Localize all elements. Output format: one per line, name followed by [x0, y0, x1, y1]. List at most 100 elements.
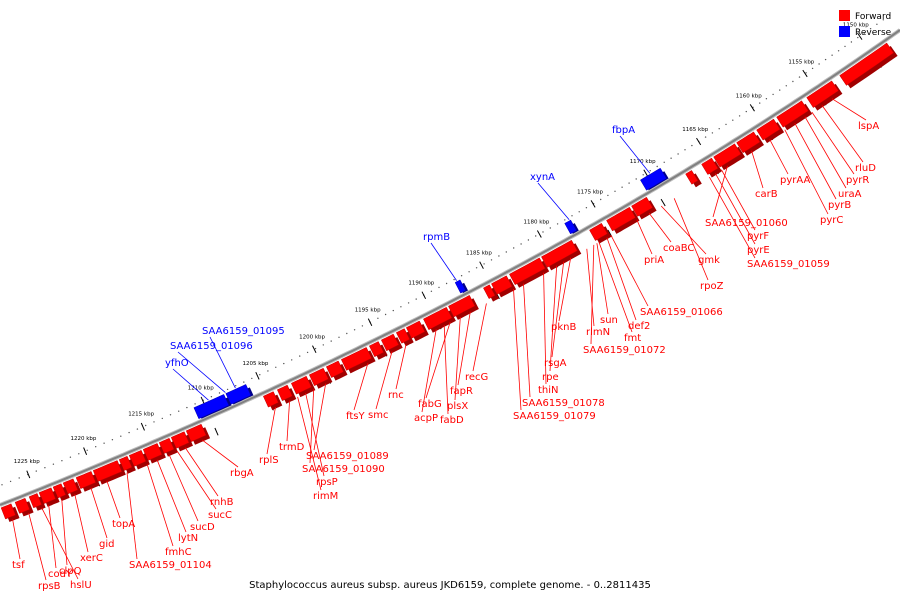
- scale-dot: [663, 161, 665, 163]
- leader-line: [804, 116, 847, 189]
- gene-arrow-reverse: [225, 384, 252, 405]
- scale-dot: [400, 306, 402, 308]
- scale-dot: [78, 453, 80, 455]
- scale-dot: [194, 403, 196, 405]
- gene-arrow-reverse: [454, 279, 466, 294]
- leader-line: [168, 454, 199, 522]
- leader-line: [558, 257, 572, 322]
- gene-label-rlmn: rlmN: [586, 327, 610, 338]
- scale-dot: [556, 223, 559, 225]
- gene-features: [0, 42, 898, 522]
- scale-dot: [732, 119, 734, 121]
- tick-label: 1200 kbp: [299, 334, 325, 340]
- scale-dot: [882, 19, 884, 21]
- gene-arrow-forward: [701, 157, 719, 175]
- gene-label-cody: codY: [48, 569, 73, 580]
- leader-line: [513, 288, 522, 411]
- scale-dot: [103, 442, 105, 444]
- leader-line: [712, 165, 728, 218]
- gene-label-smc: smc: [368, 410, 388, 421]
- tick-mark: [536, 230, 542, 238]
- leader-line: [309, 389, 315, 464]
- scale-dot: [585, 207, 588, 209]
- leader-line: [551, 261, 565, 358]
- gene-label-recg: recG: [465, 372, 488, 383]
- gene-arrow-forward: [75, 471, 97, 490]
- gene-arrow-forward: [606, 206, 636, 232]
- leader-line: [549, 265, 558, 372]
- scale-dot: [578, 211, 580, 213]
- scale-dot: [291, 359, 293, 361]
- gene-arrow-forward: [839, 42, 894, 86]
- gene-label-rbga: rbgA: [230, 468, 254, 479]
- scale-dot: [306, 351, 309, 354]
- scale-dot: [837, 50, 840, 52]
- gene-label-fmhc: fmhC: [165, 547, 192, 558]
- gene-arrow-forward: [62, 478, 79, 495]
- scale-dot: [69, 456, 72, 458]
- gene-label-pria: priA: [644, 255, 664, 266]
- gene-label-xerc: xerC: [80, 553, 103, 564]
- gene-arrow-forward: [276, 384, 293, 402]
- scale-dot: [259, 374, 261, 376]
- scale-dot: [600, 198, 602, 201]
- scale-dot: [161, 417, 163, 420]
- scale-dot: [453, 278, 455, 281]
- scale-dot: [136, 428, 139, 430]
- legend-reverse-swatch: [839, 26, 850, 37]
- gene-arrow-reverse: [193, 394, 230, 420]
- gene-label-saa6159_01078: SAA6159_01078: [522, 398, 605, 409]
- leader-line: [660, 205, 707, 255]
- scale-dot: [468, 271, 470, 273]
- leader-line: [794, 123, 837, 200]
- scale-dot: [95, 446, 97, 448]
- gene-label-ftsy: ftsY: [346, 411, 365, 422]
- scale-dot: [267, 370, 269, 372]
- gene-arrow-forward: [290, 375, 312, 395]
- gene-label-clpq: clpQ: [59, 566, 82, 577]
- scale-dot: [438, 286, 440, 289]
- scale-dot: [684, 149, 686, 151]
- leader-line: [106, 480, 121, 519]
- leader-line: [821, 105, 864, 163]
- leader-line: [425, 321, 451, 399]
- leader-line: [41, 507, 79, 580]
- gene-label-saa6159_01089: SAA6159_01089: [306, 451, 389, 462]
- gene-arrow-forward: [158, 437, 175, 454]
- leader-line: [523, 283, 531, 398]
- scale-dot: [35, 470, 37, 472]
- scale-dot: [863, 32, 865, 34]
- gene-arrow-forward: [262, 391, 279, 408]
- scale-dot: [490, 259, 493, 261]
- gene-arrow-forward: [340, 347, 372, 371]
- scale-dot: [811, 67, 814, 70]
- gene-label-pyrc: pyrC: [820, 215, 843, 226]
- scale-dot: [704, 136, 707, 138]
- scale-dot: [831, 54, 833, 56]
- leader-line: [586, 248, 595, 327]
- leader-line: [709, 176, 756, 259]
- scale-dot: [251, 377, 253, 380]
- scale-dot: [330, 340, 332, 342]
- scale-dot: [153, 421, 155, 423]
- gene-label-lspa: lspA: [858, 121, 879, 132]
- scale-dot: [792, 80, 794, 83]
- leader-line: [90, 487, 108, 539]
- gene-label-fabg: fabG: [418, 399, 442, 410]
- scale-dot: [691, 144, 693, 147]
- tick-mark: [802, 69, 808, 78]
- tick-label: 1190 kbp: [408, 281, 434, 287]
- leader-line: [146, 463, 174, 547]
- gene-label-saa6159_01060: SAA6159_01060: [705, 218, 788, 229]
- gene-label-saa6159_01104: SAA6159_01104: [129, 560, 212, 571]
- leader-line: [176, 450, 217, 510]
- gene-arrow-reverse: [640, 167, 667, 191]
- scale-dot: [513, 247, 515, 249]
- gene-arrow-forward: [128, 449, 147, 467]
- backbone-line: [0, 29, 900, 506]
- scale-dot: [888, 14, 891, 16]
- gene-label-rimm: rimM: [313, 491, 338, 502]
- scale-dot: [44, 467, 46, 469]
- tick-label: 1165 kbp: [682, 127, 708, 133]
